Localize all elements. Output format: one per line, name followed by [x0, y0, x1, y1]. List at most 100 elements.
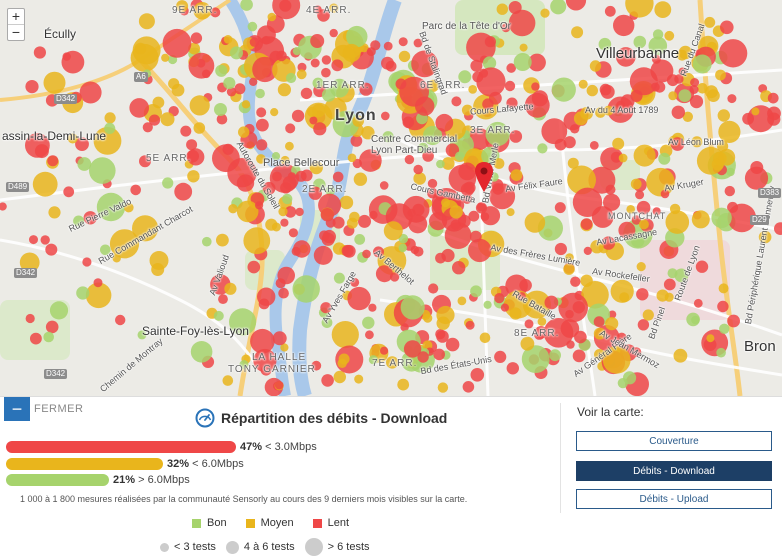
- measurement-dot: [383, 41, 393, 51]
- map-canvas[interactable]: [0, 0, 782, 396]
- measurement-dot: [286, 72, 297, 84]
- measurement-dot: [333, 370, 346, 384]
- measurement-dot: [321, 317, 333, 328]
- measurement-dot: [138, 13, 155, 30]
- measurement-dot: [383, 221, 403, 241]
- measurement-dot: [45, 243, 58, 256]
- measurement-dot: [605, 317, 619, 331]
- view-option-button[interactable]: Couverture: [576, 431, 772, 451]
- measurement-dot: [308, 186, 322, 200]
- map-view[interactable]: + − Écully Villeurbanne Lyon assin-la-De…: [0, 0, 782, 396]
- measurement-dot: [458, 162, 477, 181]
- measurement-dot: [682, 111, 693, 123]
- measurement-dot: [678, 89, 692, 102]
- measurement-dot: [193, 2, 211, 20]
- measurement-dot: [711, 207, 732, 228]
- measurement-dot: [581, 281, 609, 309]
- label-la-halle: LA HALLE: [252, 352, 307, 363]
- measurement-dot: [724, 185, 735, 197]
- measurement-dot: [33, 46, 47, 59]
- label-av-4-aout: Av du 4 Août 1789: [585, 105, 659, 115]
- measurement-dot: [250, 328, 275, 354]
- measurement-dot: [413, 164, 424, 175]
- measurement-dot: [667, 268, 678, 279]
- measurement-dot: [625, 0, 654, 18]
- zoom-out-button[interactable]: −: [8, 24, 24, 40]
- measurement-dot: [646, 167, 675, 197]
- measurement-dot: [186, 139, 198, 151]
- measurement-dot: [565, 253, 574, 262]
- measurement-dot: [519, 43, 528, 52]
- measurement-dot: [83, 211, 98, 225]
- legend-label: Bon: [207, 517, 227, 529]
- measurement-dot: [151, 263, 165, 276]
- measurement-dot: [313, 245, 333, 265]
- measurement-dot: [617, 378, 628, 389]
- measurement-dot: [176, 0, 189, 13]
- label-5e: 5E ARR.: [146, 153, 192, 164]
- measurement-dot: [311, 360, 322, 371]
- measurement-dot: [415, 96, 435, 116]
- measurement-dot: [534, 326, 548, 339]
- measurement-dot: [492, 183, 504, 195]
- legend-swatch: [312, 518, 322, 528]
- measurement-dot: [690, 78, 700, 87]
- measurement-dot: [651, 54, 661, 64]
- measurement-dot: [462, 193, 473, 204]
- measurement-dot: [637, 319, 650, 331]
- measurement-dot: [544, 295, 559, 310]
- label-villeurbanne: Villeurbanne: [596, 45, 680, 62]
- measurement-dot: [470, 368, 485, 382]
- measurement-dot: [593, 327, 606, 340]
- measurement-dot: [541, 118, 568, 145]
- measurement-dot: [252, 56, 278, 83]
- location-pin-icon[interactable]: [475, 162, 493, 192]
- measurement-dot: [457, 296, 467, 306]
- measurement-dot: [25, 313, 35, 324]
- measurement-dot: [517, 292, 526, 301]
- measurement-dot: [510, 169, 523, 182]
- measurement-dot: [520, 336, 535, 351]
- measurement-dot: [190, 32, 203, 44]
- measurement-dot: [230, 46, 243, 60]
- measurement-dot: [48, 206, 61, 219]
- measurement-dot: [291, 246, 301, 256]
- measurement-dot: [441, 248, 455, 263]
- measurement-dot: [528, 53, 546, 72]
- quality-legend: Bon Moyen Lent: [192, 517, 368, 529]
- measurement-dot: [618, 221, 636, 239]
- measurement-dot: [25, 80, 39, 94]
- measurement-dot: [573, 111, 588, 126]
- measurement-dot: [236, 200, 259, 223]
- view-option-button[interactable]: Débits - Download: [576, 461, 772, 481]
- label-lyon: Lyon: [335, 107, 377, 124]
- view-option-button[interactable]: Débits - Upload: [576, 489, 772, 509]
- panel-divider: [560, 403, 561, 513]
- measurement-dot: [485, 121, 510, 147]
- zoom-in-button[interactable]: +: [11, 8, 21, 24]
- measurement-dot: [636, 200, 651, 215]
- measurement-dot: [691, 210, 710, 229]
- measurement-dot: [626, 205, 635, 214]
- measurement-dot: [537, 317, 547, 326]
- measurement-dot: [325, 186, 336, 196]
- measurement-note: 1 000 à 1 800 mesures réalisées par la c…: [20, 494, 468, 504]
- measurement-dot: [744, 166, 769, 190]
- measurement-dot: [288, 228, 298, 238]
- measurement-dot: [226, 87, 237, 97]
- close-panel-label[interactable]: FERMER: [34, 403, 84, 415]
- measurement-dot: [160, 112, 175, 127]
- measurement-dot: [40, 235, 50, 245]
- measurement-dot: [30, 332, 42, 345]
- measurement-dot: [563, 136, 576, 149]
- speed-bar-label: 21% > 6.0Mbps: [113, 474, 190, 486]
- label-parc: Parc de la Tête d'Or: [422, 21, 511, 32]
- close-panel-button[interactable]: −: [4, 397, 30, 421]
- measurement-dot: [352, 115, 365, 127]
- measurement-dot: [689, 85, 699, 94]
- measurement-dot: [408, 214, 428, 234]
- measurement-dot: [635, 190, 645, 200]
- measurement-dot: [229, 308, 257, 336]
- measurement-dot: [380, 346, 389, 355]
- measurement-dot: [129, 98, 149, 118]
